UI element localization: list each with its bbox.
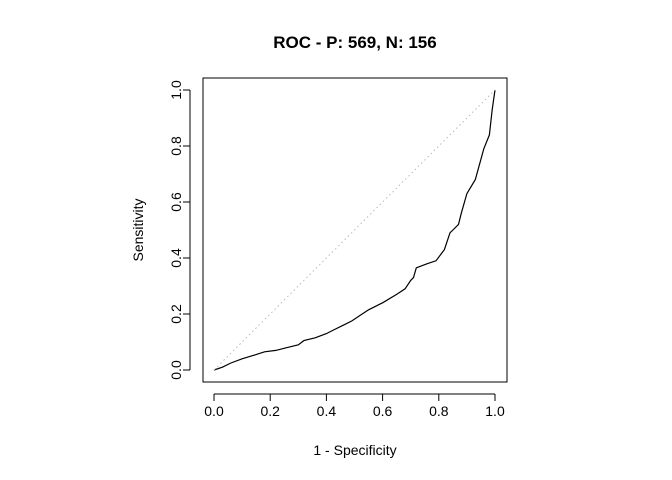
y-tick-label: 1.0 — [168, 80, 184, 100]
y-tick-label: 0.8 — [168, 136, 184, 156]
x-tick-label: 0.6 — [373, 403, 393, 419]
y-tick-label: 0.4 — [168, 248, 184, 268]
x-axis-label: 1 - Specificity — [313, 442, 396, 458]
plot-box — [202, 77, 508, 383]
y-tick-label: 0.2 — [168, 304, 184, 324]
series-layer — [213, 89, 496, 371]
x-axis: 0.0 0.2 0.4 0.6 0.8 1.0 — [204, 393, 505, 419]
chance-diagonal-line — [213, 89, 496, 371]
y-axis: 0.0 0.2 0.4 0.6 0.8 1.0 — [168, 80, 191, 380]
x-tick-label: 1.0 — [485, 403, 505, 419]
y-axis-label: Sensitivity — [130, 198, 146, 261]
y-tick-label: 0.6 — [168, 192, 184, 212]
y-tick-label: 0.0 — [168, 360, 184, 380]
x-tick-label: 0.2 — [260, 403, 280, 419]
chart-title: ROC - P: 569, N: 156 — [273, 33, 436, 52]
x-tick-label: 0.0 — [204, 403, 224, 419]
roc-curve-line — [213, 89, 496, 371]
x-tick-label: 0.8 — [429, 403, 449, 419]
x-tick-label: 0.4 — [317, 403, 337, 419]
